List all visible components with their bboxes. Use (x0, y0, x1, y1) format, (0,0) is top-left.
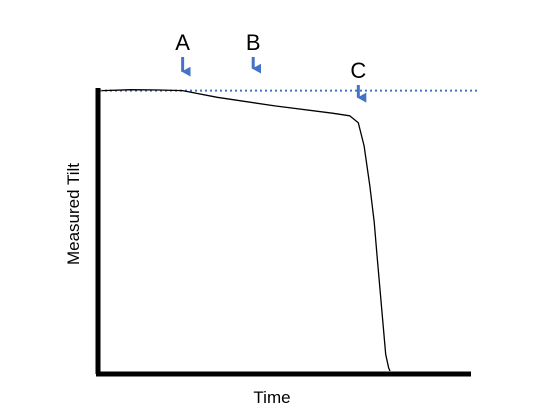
y-axis-label: Measured Tilt (64, 163, 83, 265)
chart-marks: A B C (100, 30, 478, 372)
marker-label-a: A (175, 30, 190, 55)
marker-label-c: C (350, 58, 366, 83)
marker-label-b: B (246, 30, 261, 55)
x-axis-label: Time (253, 388, 290, 407)
tilt-series-line-0 (101, 89, 391, 372)
